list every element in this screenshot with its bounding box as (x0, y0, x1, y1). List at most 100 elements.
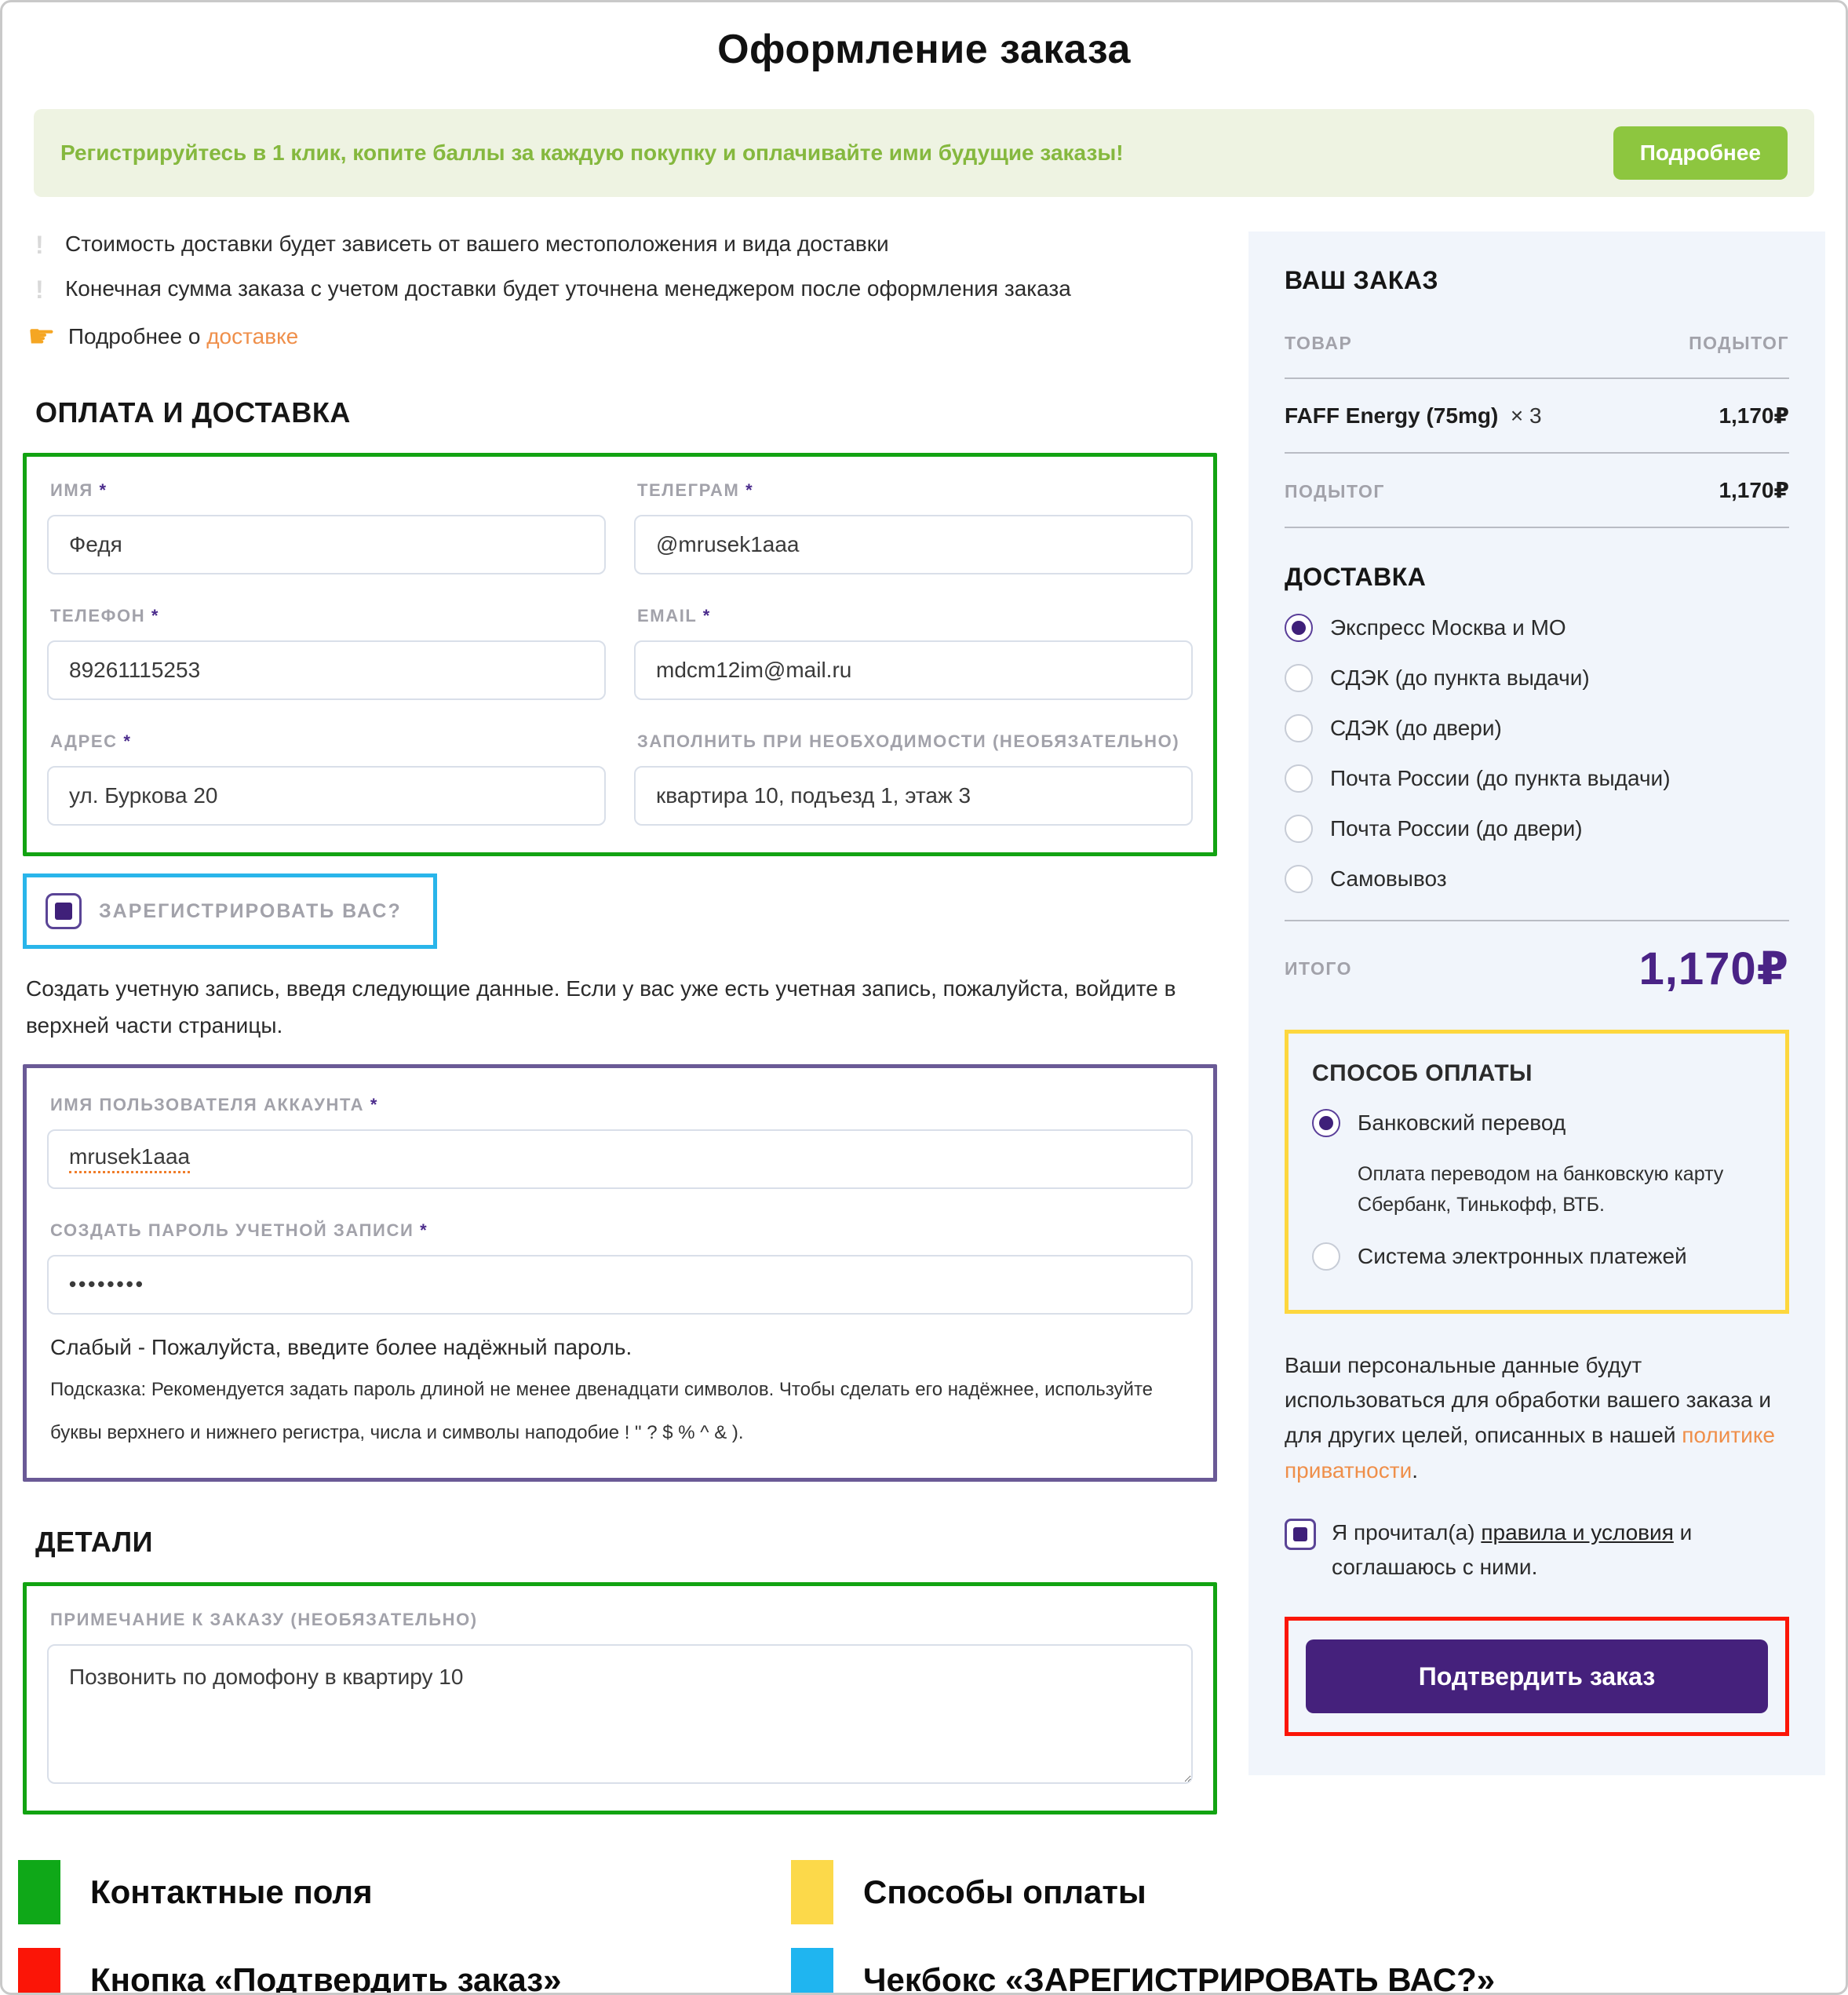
terms-checkbox[interactable] (1285, 1518, 1316, 1550)
main-content: ! Стоимость доставки будет зависеть от в… (2, 197, 1846, 1815)
delivery-option-express-moscow[interactable]: Экспресс Москва и МО (1285, 614, 1789, 642)
field-phone: ТЕЛЕФОН * 89261115253 (47, 606, 606, 701)
legend-item-payment-methods: Способы оплаты (791, 1860, 1830, 1925)
order-item-price: 1,170₽ (1719, 403, 1789, 428)
order-item-row: FAFF Energy (75mg) × 3 1,170₽ (1285, 379, 1789, 454)
delivery-title: ДОСТАВКА (1285, 563, 1427, 591)
order-item-name: FAFF Energy (75mg) × 3 (1285, 403, 1542, 428)
field-extra: ЗАПОЛНИТЬ ПРИ НЕОБХОДИМОСТИ (НЕОБЯЗАТЕЛЬ… (634, 731, 1193, 826)
radio-icon (1312, 1242, 1340, 1271)
payment-option-bank-transfer[interactable]: Банковский перевод (1312, 1109, 1762, 1137)
username-label: ИМЯ ПОЛЬЗОВАТЕЛЯ АККАУНТА * (50, 1094, 379, 1114)
phone-label: ТЕЛЕФОН * (50, 606, 160, 626)
name-input[interactable]: Федя (47, 515, 606, 575)
order-title: ВАШ ЗАКАЗ (1285, 266, 1439, 294)
payment-title: СПОСОБ ОПЛАТЫ (1312, 1060, 1533, 1086)
promo-details-button[interactable]: Подробнее (1613, 126, 1788, 180)
field-telegram: ТЕЛЕГРАМ * @mrusek1aaa (634, 480, 1193, 575)
address-input[interactable]: ул. Буркова 20 (47, 766, 606, 826)
delivery-note-text: Стоимость доставки будет зависеть от ваш… (65, 232, 889, 256)
radio-icon (1285, 865, 1313, 893)
order-subtotal-row: ПОДЫТОГ 1,170₽ (1285, 454, 1789, 528)
delivery-options: Экспресс Москва и МО СДЭК (до пункта выд… (1285, 614, 1789, 893)
divider (1285, 920, 1789, 921)
register-checkbox-label: ЗАРЕГИСТРИРОВАТЬ ВАС? (99, 899, 402, 922)
username-input[interactable]: mrusek1aaa (47, 1129, 1193, 1189)
legend-item-confirm-button: Кнопка «Подтвердить заказ» (18, 1948, 791, 1993)
legend-swatch-yellow (791, 1860, 833, 1925)
legend-swatch-red (18, 1948, 60, 1993)
privacy-policy-link[interactable]: политике приватности (1285, 1423, 1775, 1483)
legend-item-contact-fields: Контактные поля (18, 1860, 791, 1925)
legend-item-register-checkbox: Чекбокс «ЗАРЕГИСТРИРОВАТЬ ВАС?» (791, 1948, 1830, 1993)
payment-methods-box: СПОСОБ ОПЛАТЫ Банковский перевод Оплата … (1285, 1030, 1789, 1314)
telegram-label: ТЕЛЕГРАМ * (637, 480, 754, 501)
delivery-note: ! Стоимость доставки будет зависеть от в… (35, 231, 1217, 259)
confirm-button-box: Подтвердить заказ (1285, 1617, 1789, 1737)
radio-icon (1285, 664, 1313, 692)
legend-swatch-green (18, 1860, 60, 1925)
delivery-more-text: Подробнее о доставке (67, 324, 299, 349)
radio-selected-icon (1312, 1109, 1340, 1137)
order-total-row: ИТОГО 1,170₽ (1285, 921, 1789, 995)
subtotal-label: ПОДЫТОГ (1285, 481, 1385, 501)
legend-swatch-cyan (791, 1948, 833, 1993)
legend: Контактные поля Способы оплаты Кнопка «П… (18, 1860, 1830, 1993)
field-address: АДРЕС * ул. Буркова 20 (47, 731, 606, 826)
payment-option-description: Оплата переводом на банковскую карту Сбе… (1358, 1163, 1724, 1216)
terms-link[interactable]: правила и условия (1481, 1519, 1674, 1545)
field-password: СОЗДАТЬ ПАРОЛЬ УЧЕТНОЙ ЗАПИСИ * •••••••• (47, 1220, 1193, 1315)
contact-fields-box: ИМЯ * Федя ТЕЛЕГРАМ * @mrusek1aaa ТЕЛЕФО… (23, 453, 1217, 857)
radio-icon (1285, 714, 1313, 742)
terms-row: Я прочитал(а) правила и условия и соглаш… (1285, 1515, 1789, 1586)
terms-text: Я прочитал(а) правила и условия и соглаш… (1332, 1519, 1693, 1580)
subtotal-value: 1,170₽ (1719, 478, 1789, 502)
delivery-option-post-door[interactable]: Почта России (до двери) (1285, 815, 1789, 843)
subtotal-column-header: ПОДЫТОГ (1689, 333, 1789, 353)
product-column-header: ТОВАР (1285, 333, 1353, 353)
order-item-qty: × 3 (1510, 403, 1542, 428)
register-checkbox-box: ЗАРЕГИСТРИРОВАТЬ ВАС? (23, 873, 437, 950)
delivery-option-self-pickup[interactable]: Самовывоз (1285, 865, 1789, 893)
address-label: АДРЕС * (50, 731, 132, 752)
field-email: EMAIL * mdcm12im@mail.ru (634, 606, 1193, 701)
password-strength-text: Слабый - Пожалуйста, введите более надёж… (50, 1334, 632, 1359)
order-header-row: ТОВАР ПОДЫТОГ (1285, 309, 1789, 379)
confirm-order-button[interactable]: Подтвердить заказ (1306, 1639, 1768, 1714)
total-value: 1,170₽ (1638, 943, 1789, 994)
name-label: ИМЯ * (50, 480, 108, 501)
radio-icon (1285, 815, 1313, 843)
password-hint-text: Подсказка: Рекомендуется задать пароль д… (50, 1378, 1154, 1443)
checkbox-checked-icon (55, 903, 72, 921)
telegram-input[interactable]: @mrusek1aaa (634, 515, 1193, 575)
registration-fields-box: ИМЯ ПОЛЬЗОВАТЕЛЯ АККАУНТА * mrusek1aaa С… (23, 1063, 1217, 1483)
radio-icon (1285, 764, 1313, 793)
delivery-note: ! Конечная сумма заказа с учетом доставк… (35, 275, 1217, 304)
delivery-option-cdek-door[interactable]: СДЭК (до двери) (1285, 714, 1789, 742)
register-note: Создать учетную запись, введя следующие … (26, 976, 1176, 1038)
checkbox-checked-icon (1293, 1526, 1307, 1541)
password-label: СОЗДАТЬ ПАРОЛЬ УЧЕТНОЙ ЗАПИСИ * (50, 1220, 428, 1240)
delivery-option-post-pickup[interactable]: Почта России (до пункта выдачи) (1285, 764, 1789, 793)
order-note-textarea[interactable]: Позвонить по домофону в квартиру 10 (47, 1644, 1193, 1785)
billing-section-title: ОПЛАТА И ДОСТАВКА (35, 396, 351, 429)
email-label: EMAIL * (637, 606, 711, 626)
details-section-title: ДЕТАЛИ (35, 1526, 153, 1559)
extra-input[interactable]: квартира 10, подъезд 1, этаж 3 (634, 766, 1193, 826)
delivery-link[interactable]: доставке (206, 324, 299, 349)
email-input[interactable]: mdcm12im@mail.ru (634, 640, 1193, 701)
password-input[interactable]: •••••••• (47, 1254, 1193, 1315)
phone-input[interactable]: 89261115253 (47, 640, 606, 701)
promo-banner-text: Регистрируйтесь в 1 клик, копите баллы з… (60, 140, 1124, 165)
payment-option-electronic[interactable]: Система электронных платежей (1312, 1242, 1762, 1271)
delivery-option-cdek-pickup[interactable]: СДЭК (до пункта выдачи) (1285, 664, 1789, 692)
order-note-box: ПРИМЕЧАНИЕ К ЗАКАЗУ (НЕОБЯЗАТЕЛЬНО) Позв… (23, 1582, 1217, 1815)
promo-banner: Регистрируйтесь в 1 клик, копите баллы з… (34, 109, 1814, 197)
pointing-hand-icon: ☛ (27, 319, 56, 355)
extra-label: ЗАПОЛНИТЬ ПРИ НЕОБХОДИМОСТИ (НЕОБЯЗАТЕЛЬ… (637, 731, 1180, 752)
radio-selected-icon (1285, 614, 1313, 642)
register-checkbox[interactable] (46, 893, 82, 930)
total-label: ИТОГО (1285, 957, 1353, 979)
field-name: ИМЯ * Федя (47, 480, 606, 575)
